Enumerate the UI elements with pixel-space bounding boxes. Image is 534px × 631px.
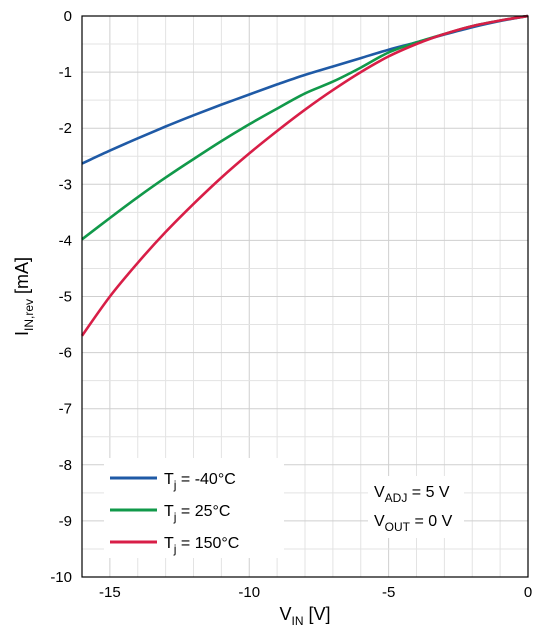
series-line-2 — [80, 14, 529, 337]
annotation-vout: VOUT = 0 V — [374, 513, 453, 534]
y-tick-label: -2 — [59, 120, 72, 137]
legend-label-0: Tj = -40°C — [164, 471, 236, 492]
tick-labels: -15 -10 -5 0 0 -1 -2 -3 -4 -5 -6 -7 -8 -9 -10 — [50, 8, 532, 601]
y-tick-label: -10 — [50, 569, 72, 586]
y-tick-label: 0 — [64, 8, 72, 25]
annotation-vadj: VADJ = 5 V — [374, 484, 450, 505]
x-tick-label: -5 — [382, 584, 395, 601]
conditions-annotation: VADJ = 5 V VOUT = 0 V — [368, 476, 464, 538]
y-tick-label: -7 — [59, 401, 72, 418]
x-tick-label: -15 — [99, 584, 121, 601]
legend-label-1: Tj = 25°C — [164, 503, 230, 524]
y-tick-label: -5 — [59, 289, 72, 306]
y-tick-label: -9 — [59, 513, 72, 530]
y-tick-label: -8 — [59, 457, 72, 474]
series-lines — [80, 14, 529, 337]
plot-frame — [81, 15, 529, 578]
legend: Tj = -40°C Tj = 25°C Tj = 150°C — [104, 458, 284, 558]
legend-label-2: Tj = 150°C — [164, 535, 239, 556]
y-axis-label: IIN,rev [mA] — [12, 257, 36, 336]
x-tick-label: 0 — [524, 584, 532, 601]
annotation-box — [368, 476, 464, 538]
y-tick-label: -1 — [59, 64, 72, 81]
y-tick-label: -6 — [59, 345, 72, 362]
y-tick-label: -4 — [59, 232, 72, 249]
x-axis-label: VIN [V] — [279, 604, 330, 628]
x-tick-label: -10 — [238, 584, 260, 601]
y-tick-label: -3 — [59, 176, 72, 193]
